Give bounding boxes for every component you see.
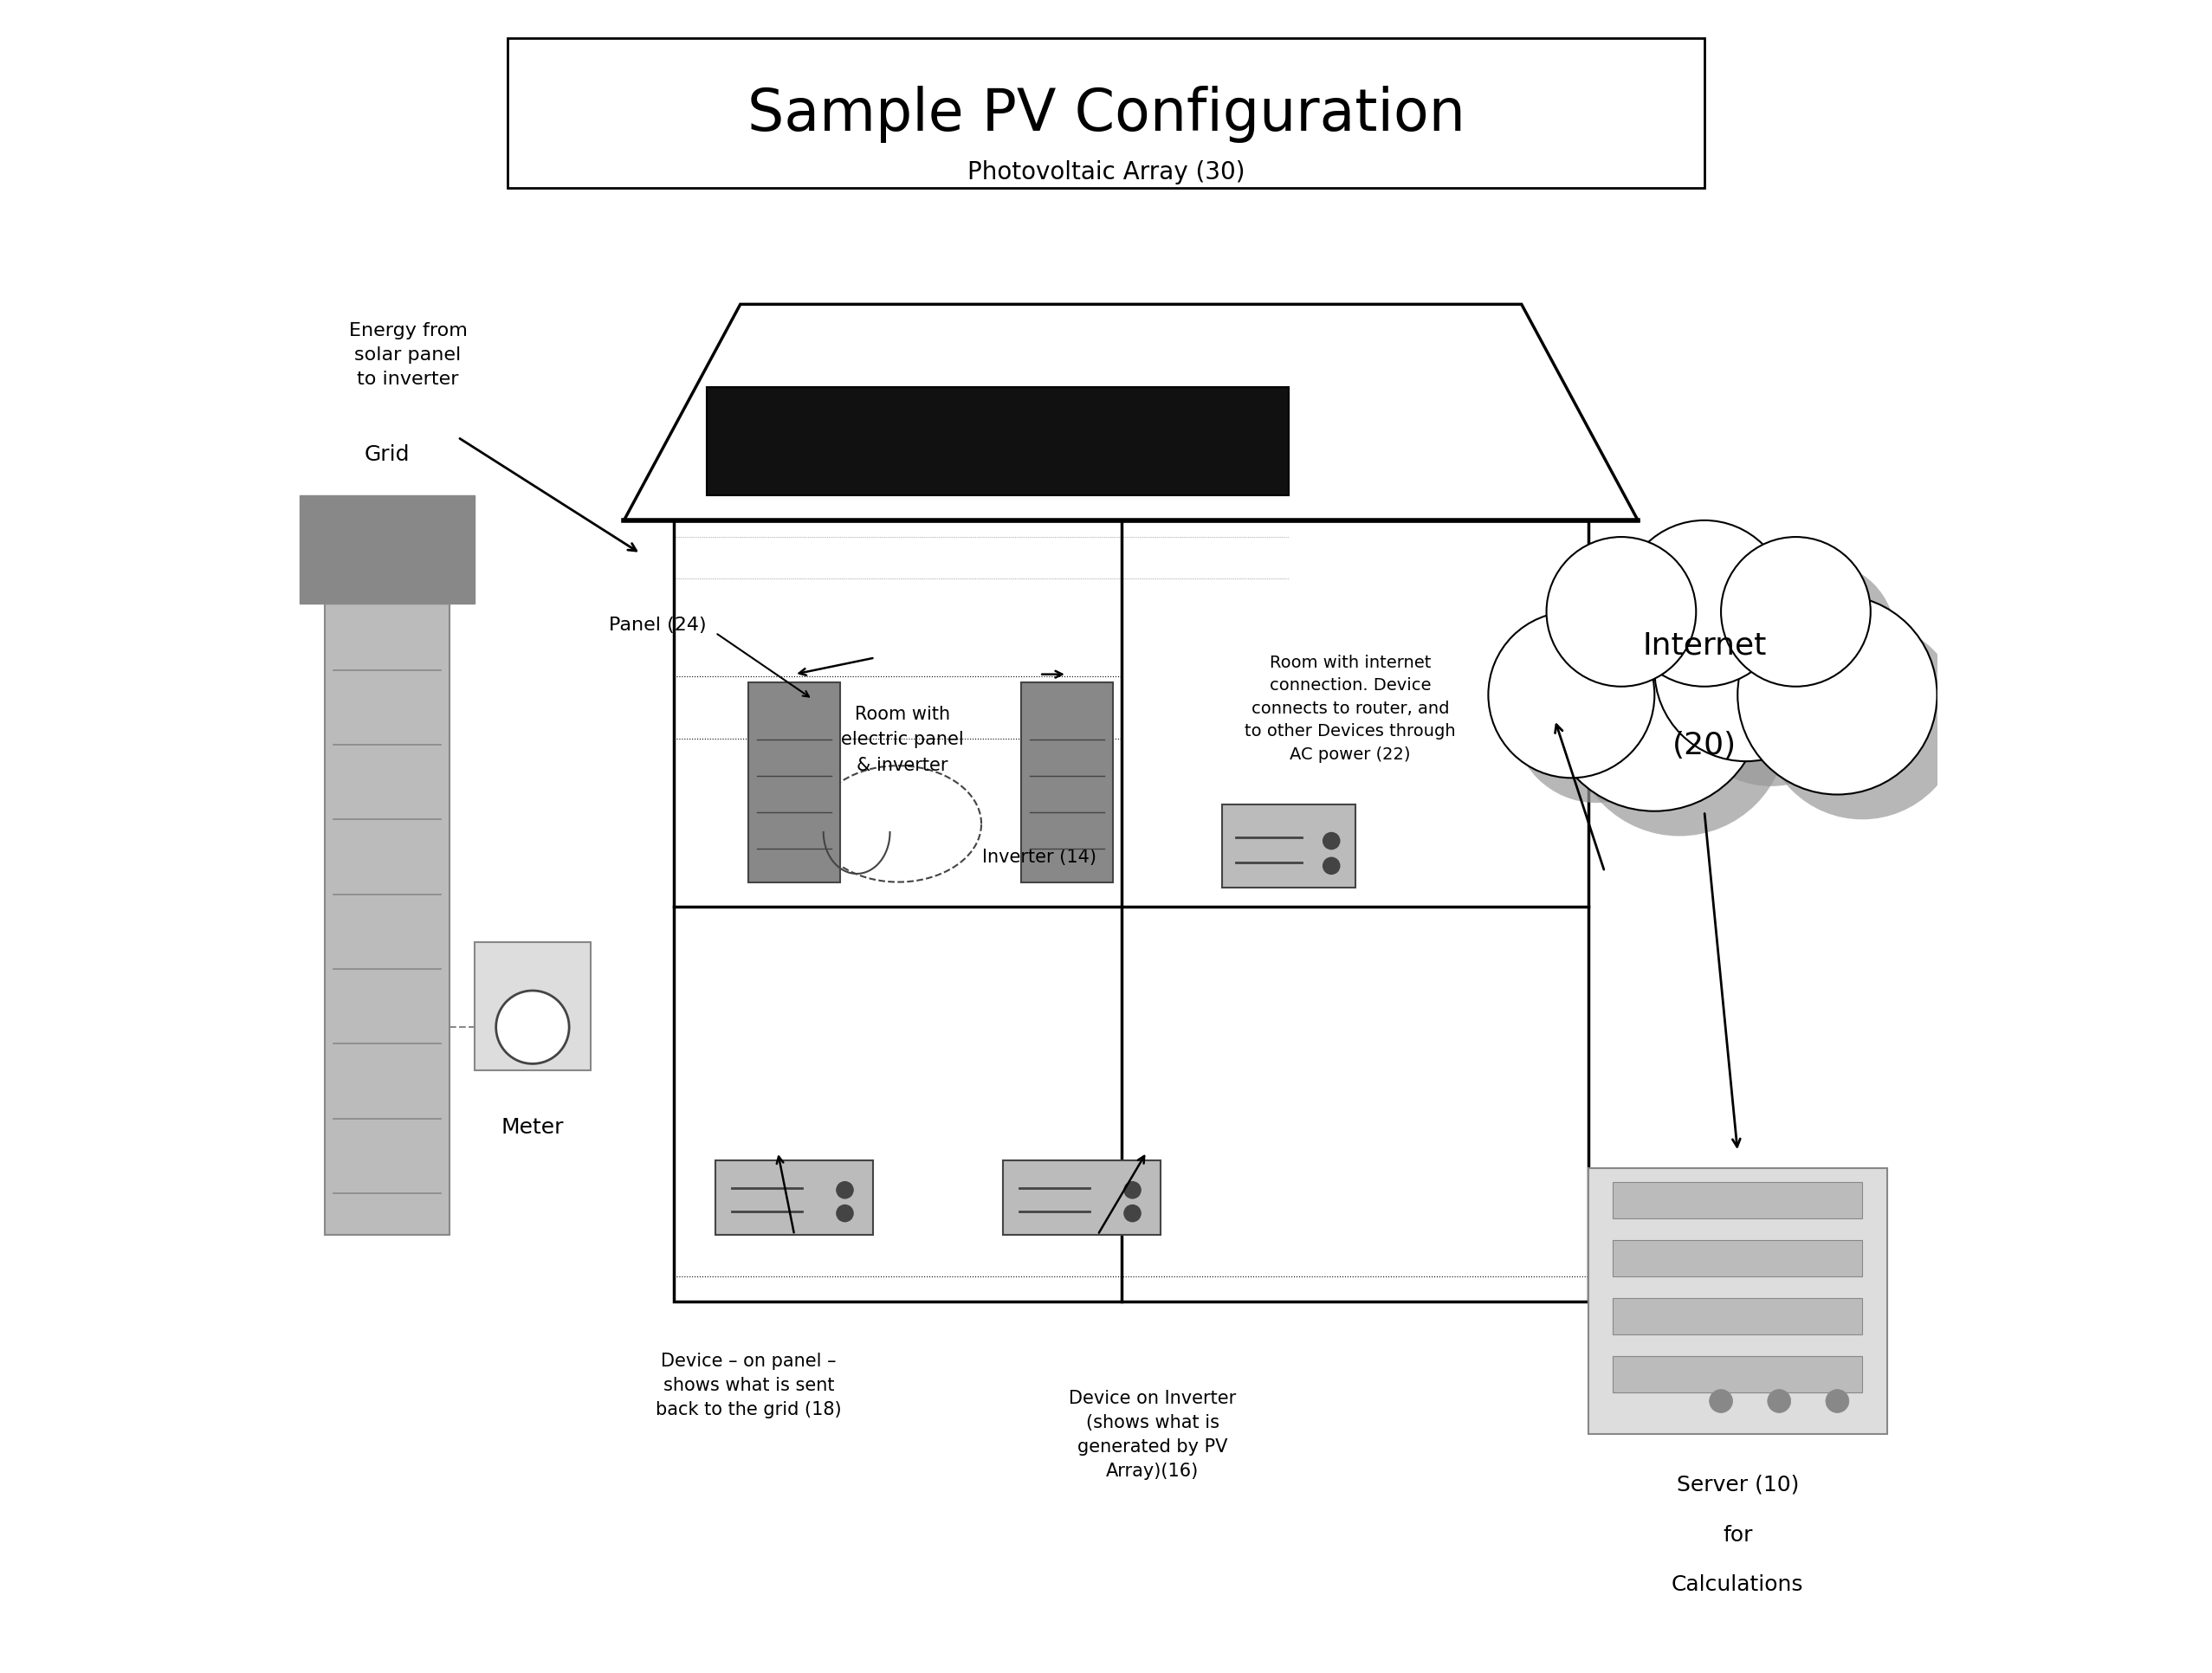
Text: Panel (24): Panel (24) xyxy=(608,616,706,634)
Text: Calculations: Calculations xyxy=(1672,1574,1803,1594)
Text: Inverter (14): Inverter (14) xyxy=(982,848,1097,865)
Text: Device on Inverter
(shows what is
generated by PV
Array)(16): Device on Inverter (shows what is genera… xyxy=(1068,1390,1237,1479)
Bar xyxy=(1613,1240,1863,1276)
Bar xyxy=(675,520,1588,1302)
Text: for: for xyxy=(1723,1524,1752,1544)
Circle shape xyxy=(1767,1390,1792,1414)
Circle shape xyxy=(836,1205,854,1221)
Circle shape xyxy=(1763,621,1962,820)
Text: Grid: Grid xyxy=(365,443,409,465)
Circle shape xyxy=(1745,562,1896,713)
Bar xyxy=(1588,1169,1887,1434)
Circle shape xyxy=(1546,537,1697,688)
Circle shape xyxy=(1825,1390,1849,1414)
Circle shape xyxy=(1679,604,1863,786)
Circle shape xyxy=(1721,537,1871,688)
Circle shape xyxy=(1513,637,1679,803)
Circle shape xyxy=(1323,833,1340,850)
Circle shape xyxy=(1489,612,1655,778)
Circle shape xyxy=(1739,596,1938,795)
Bar xyxy=(507,38,1705,189)
Bar xyxy=(748,683,841,882)
Bar xyxy=(1613,1298,1863,1335)
Bar xyxy=(1613,1183,1863,1218)
Circle shape xyxy=(1621,520,1787,688)
Bar xyxy=(1022,683,1113,882)
Circle shape xyxy=(1323,858,1340,875)
Bar xyxy=(1223,805,1356,888)
Bar xyxy=(1002,1161,1161,1235)
Circle shape xyxy=(1655,579,1838,761)
Circle shape xyxy=(1546,596,1763,811)
Bar xyxy=(473,944,591,1071)
Bar xyxy=(714,1161,874,1235)
Circle shape xyxy=(1124,1183,1141,1198)
Text: Sample PV Configuration: Sample PV Configuration xyxy=(748,85,1464,142)
Circle shape xyxy=(1571,621,1787,836)
Circle shape xyxy=(836,1183,854,1198)
Text: Room with internet
connection. Device
connects to router, and
to other Devices t: Room with internet connection. Device co… xyxy=(1245,654,1455,763)
Bar xyxy=(708,388,1290,495)
Text: Energy from
solar panel
to inverter: Energy from solar panel to inverter xyxy=(349,321,467,388)
Circle shape xyxy=(1710,1390,1732,1414)
Text: (20): (20) xyxy=(1672,731,1736,760)
Circle shape xyxy=(1646,545,1812,713)
Text: Room with
electric panel
& inverter: Room with electric panel & inverter xyxy=(841,706,964,775)
Bar xyxy=(325,604,449,1235)
Circle shape xyxy=(1571,562,1721,713)
Text: Meter: Meter xyxy=(502,1118,564,1138)
Text: Server (10): Server (10) xyxy=(1677,1474,1798,1494)
Bar xyxy=(301,495,473,604)
Polygon shape xyxy=(624,304,1637,520)
Circle shape xyxy=(1124,1205,1141,1221)
Bar xyxy=(1613,1357,1863,1394)
Text: Photovoltaic Array (30): Photovoltaic Array (30) xyxy=(967,161,1245,184)
Circle shape xyxy=(495,990,568,1064)
Text: Device – on panel –
shows what is sent
back to the grid (18): Device – on panel – shows what is sent b… xyxy=(655,1352,841,1417)
Text: Internet: Internet xyxy=(1641,631,1767,661)
